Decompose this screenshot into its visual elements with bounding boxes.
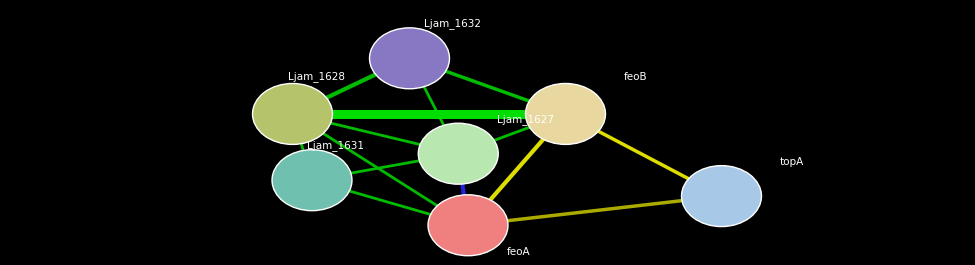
Ellipse shape <box>253 83 332 144</box>
Text: topA: topA <box>780 157 804 167</box>
Text: Ljam_1632: Ljam_1632 <box>424 18 481 29</box>
Ellipse shape <box>526 83 605 144</box>
Ellipse shape <box>370 28 449 89</box>
Text: feoB: feoB <box>624 72 647 82</box>
Ellipse shape <box>428 195 508 256</box>
Ellipse shape <box>272 150 352 211</box>
Text: Ljam_1627: Ljam_1627 <box>497 114 554 125</box>
Text: Ljam_1631: Ljam_1631 <box>307 140 364 151</box>
Ellipse shape <box>682 166 761 227</box>
Ellipse shape <box>418 123 498 184</box>
Text: feoA: feoA <box>507 247 530 257</box>
Text: Ljam_1628: Ljam_1628 <box>288 71 344 82</box>
